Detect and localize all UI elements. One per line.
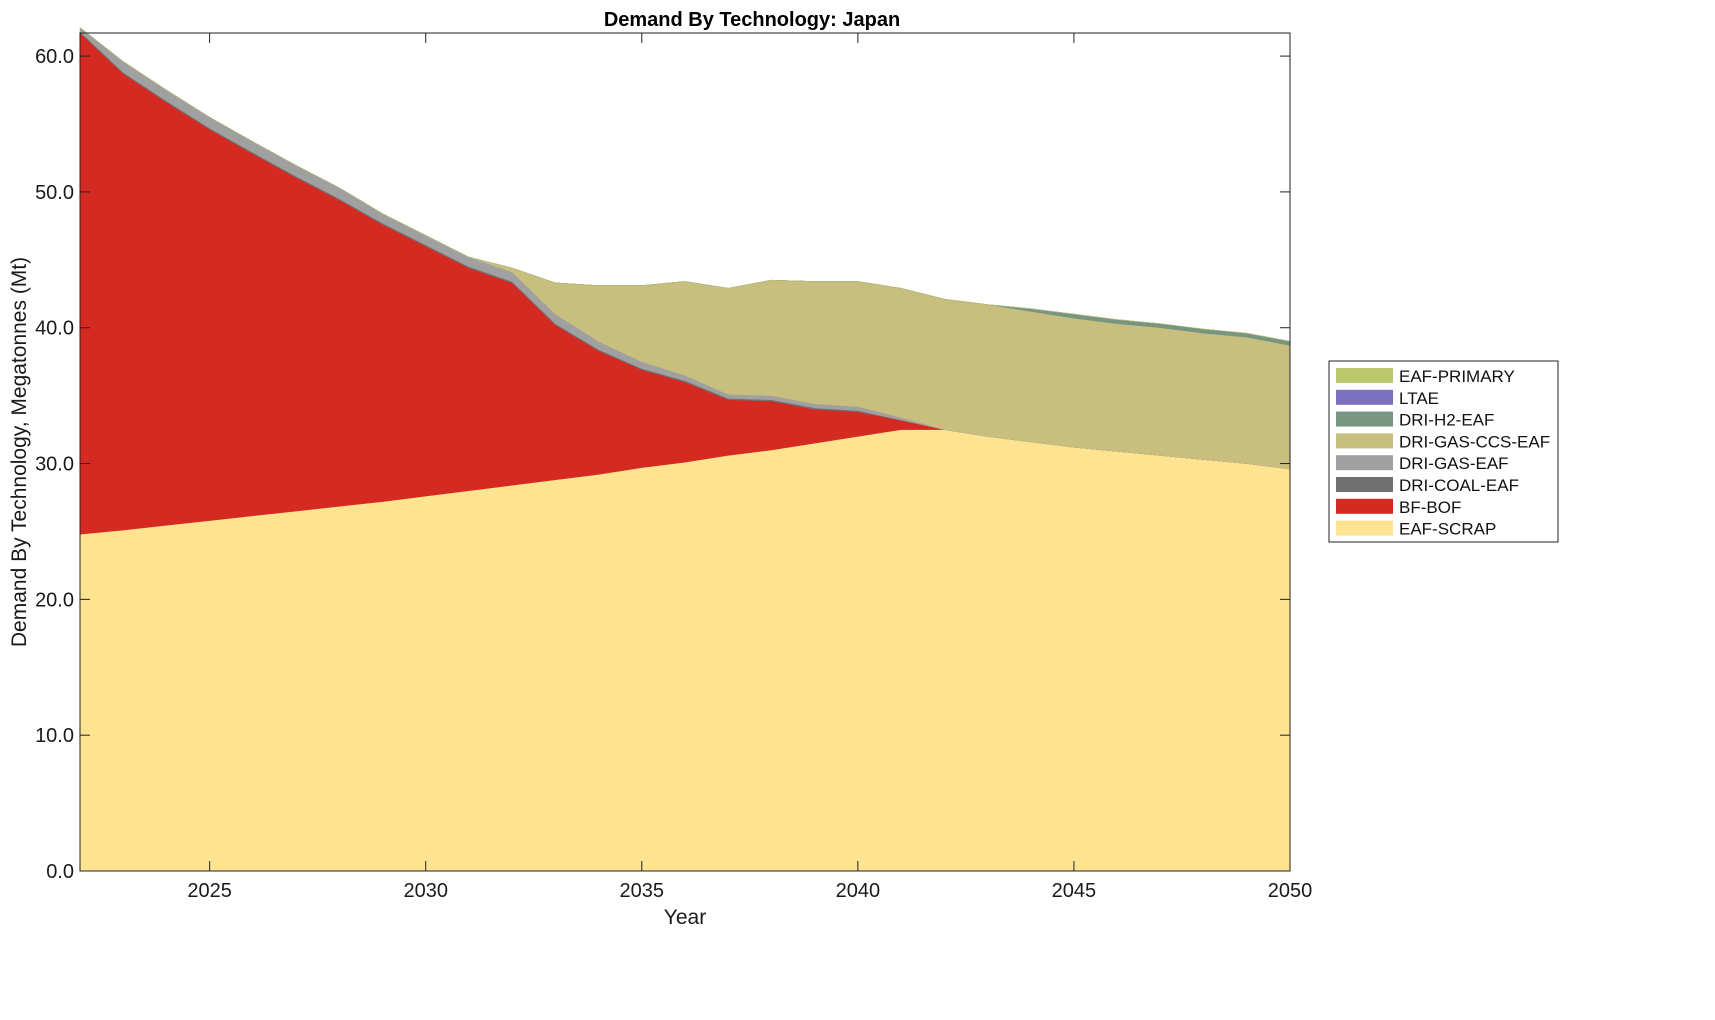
- x-tick-label: 2035: [620, 880, 665, 902]
- x-axis-ticks: 2025 2030 2035 2040 2045 2050: [187, 33, 1312, 902]
- x-tick-label: 2040: [836, 880, 881, 902]
- x-tick-label: 2025: [187, 880, 232, 902]
- legend-label-dri-gas-eaf: DRI-GAS-EAF: [1399, 454, 1509, 473]
- chart-title: Demand By Technology: Japan: [604, 9, 900, 31]
- legend-swatch-ltae: [1336, 389, 1393, 405]
- legend-swatch-dri-gas-eaf: [1336, 455, 1393, 471]
- x-tick-label: 2030: [403, 880, 448, 902]
- y-tick-label: 30.0: [35, 454, 74, 476]
- legend-label-ltae: LTAE: [1399, 389, 1439, 408]
- y-axis-label: Demand By Technology, Megatonnes (Mt): [8, 257, 31, 647]
- legend-swatch-eaf-scrap: [1336, 520, 1393, 536]
- area-layers: [79, 27, 1291, 872]
- y-tick-label: 60.0: [35, 46, 74, 68]
- x-axis-label: Year: [664, 906, 706, 929]
- legend-swatch-dri-coal-eaf: [1336, 477, 1393, 492]
- legend-swatch-eaf-primary: [1336, 368, 1393, 383]
- legend-swatch-bf-bof: [1336, 498, 1393, 514]
- legend-label-dri-coal-eaf: DRI-COAL-EAF: [1399, 476, 1519, 495]
- legend: EAF-PRIMARY LTAE DRI-H2-EAF DRI-GAS-CCS-EAF…: [1328, 360, 1559, 543]
- legend-label-dri-gas-ccs-eaf: DRI-GAS-CCS-EAF: [1399, 432, 1550, 451]
- y-tick-label: 0.0: [46, 861, 74, 883]
- y-tick-label: 40.0: [35, 318, 74, 340]
- y-tick-label: 50.0: [35, 182, 74, 204]
- plot-frame: [79, 32, 1291, 872]
- x-tick-label: 2045: [1052, 880, 1097, 902]
- y-axis-ticks: 0.0 10.0 20.0 30.0 40.0 50.0 60.0: [35, 46, 1290, 883]
- legend-label-eaf-scrap: EAF-SCRAP: [1399, 520, 1496, 539]
- legend-swatch-dri-gas-ccs-eaf: [1336, 433, 1393, 449]
- x-tick-label: 2050: [1268, 880, 1313, 902]
- legend-label-eaf-primary: EAF-PRIMARY: [1399, 367, 1515, 386]
- y-tick-label: 10.0: [35, 725, 74, 747]
- legend-label-bf-bof: BF-BOF: [1399, 498, 1461, 517]
- legend-swatch-dri-h2-eaf: [1336, 411, 1393, 427]
- legend-label-dri-h2-eaf: DRI-H2-EAF: [1399, 411, 1494, 430]
- y-tick-label: 20.0: [35, 589, 74, 611]
